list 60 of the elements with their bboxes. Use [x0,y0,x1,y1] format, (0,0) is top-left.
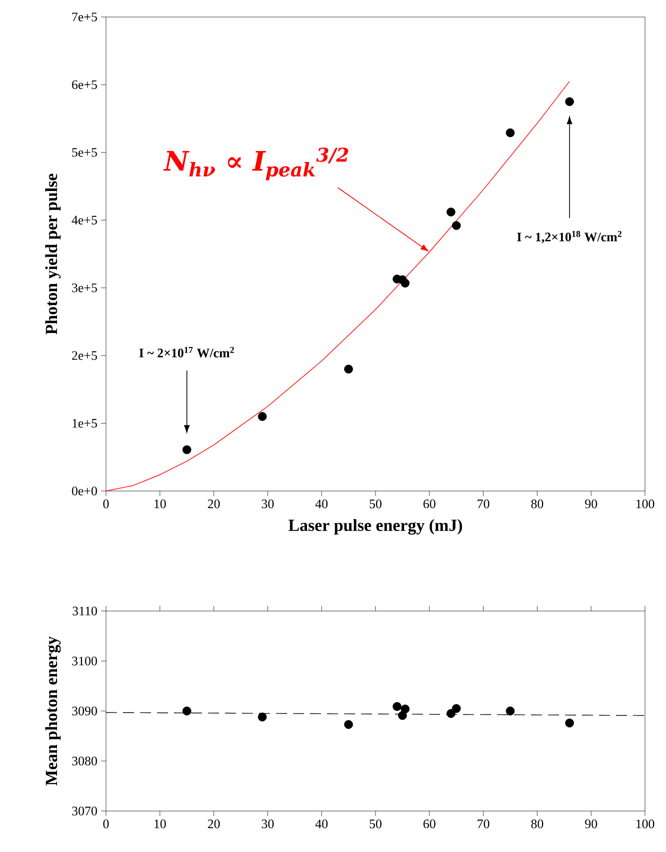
x-tick-label: 40 [315,820,328,828]
point [506,706,515,716]
y-tick-label: 7e+5 [72,12,97,22]
y-axis-title: Mean photon energy [45,636,61,786]
y-tick-label: 0e+0 [72,486,97,496]
point [400,704,410,714]
x-tick-label: 60 [423,820,436,828]
y-tick-label: 5e+5 [72,148,97,157]
x-tick-label: 60 [423,500,436,508]
point [182,706,192,716]
point [565,97,574,106]
annotation: I ~ 2×10$^{17}$ W/cm$^{2}$ [139,346,234,358]
annotation: I ~ 1,2×10$^{18}$ W/cm$^{2}$ [517,230,622,244]
point [398,711,407,720]
x-tick-label: 0 [103,820,109,828]
line-series [106,80,570,492]
x-tick-label: 70 [478,820,490,828]
x-tick-label: 50 [370,820,382,828]
y-tick-label: 2e+5 [72,351,97,360]
x-tick-label: 80 [531,820,544,828]
x-tick-label: 10 [154,820,166,828]
x-tick-label: 100 [636,820,654,828]
x-tick-label: 30 [262,820,274,828]
x-tick-label: 80 [531,500,544,508]
point [400,278,410,288]
x-tick-label: 70 [478,500,490,508]
x-tick-label: 0 [103,500,109,508]
y-tick-label: 3e+5 [72,284,97,292]
y-axis-title: Photon yield per pulse [45,174,61,334]
x-tick-label: 20 [208,500,220,508]
x-tick-label: 90 [585,820,598,828]
x-tick-label: 100 [636,500,654,508]
point [565,718,574,728]
x-tick-label: 20 [208,820,220,828]
point [506,128,515,138]
y-tick-label: 6e+5 [72,80,97,90]
x-tick-label: 90 [585,500,598,508]
point [182,445,192,454]
y-tick-label: 4e+5 [72,216,97,224]
annotation: N$_{hν}$ ∝ I$_{peak}$3/2 [163,148,348,180]
x-tick-label: 10 [154,500,166,508]
point [392,702,402,711]
y-tick-label: 1e+5 [72,418,97,428]
y-tick-label: 3110 [72,606,97,616]
x-axis-title: Laser pulse energy (mJ) [288,519,462,535]
x-tick-label: 40 [315,500,328,508]
point [446,709,456,718]
x-tick-label: 50 [370,500,382,508]
point [446,208,456,216]
point [452,704,461,713]
y-tick-label: 3100 [72,656,97,666]
y-tick-label: 3090 [72,706,97,716]
y-tick-label: 3080 [72,756,97,766]
point [344,364,353,374]
point [344,720,353,729]
point [258,712,267,722]
x-tick-label: 30 [262,500,274,508]
point [452,221,461,230]
y-tick-label: 3070 [72,806,97,816]
point [258,412,267,421]
